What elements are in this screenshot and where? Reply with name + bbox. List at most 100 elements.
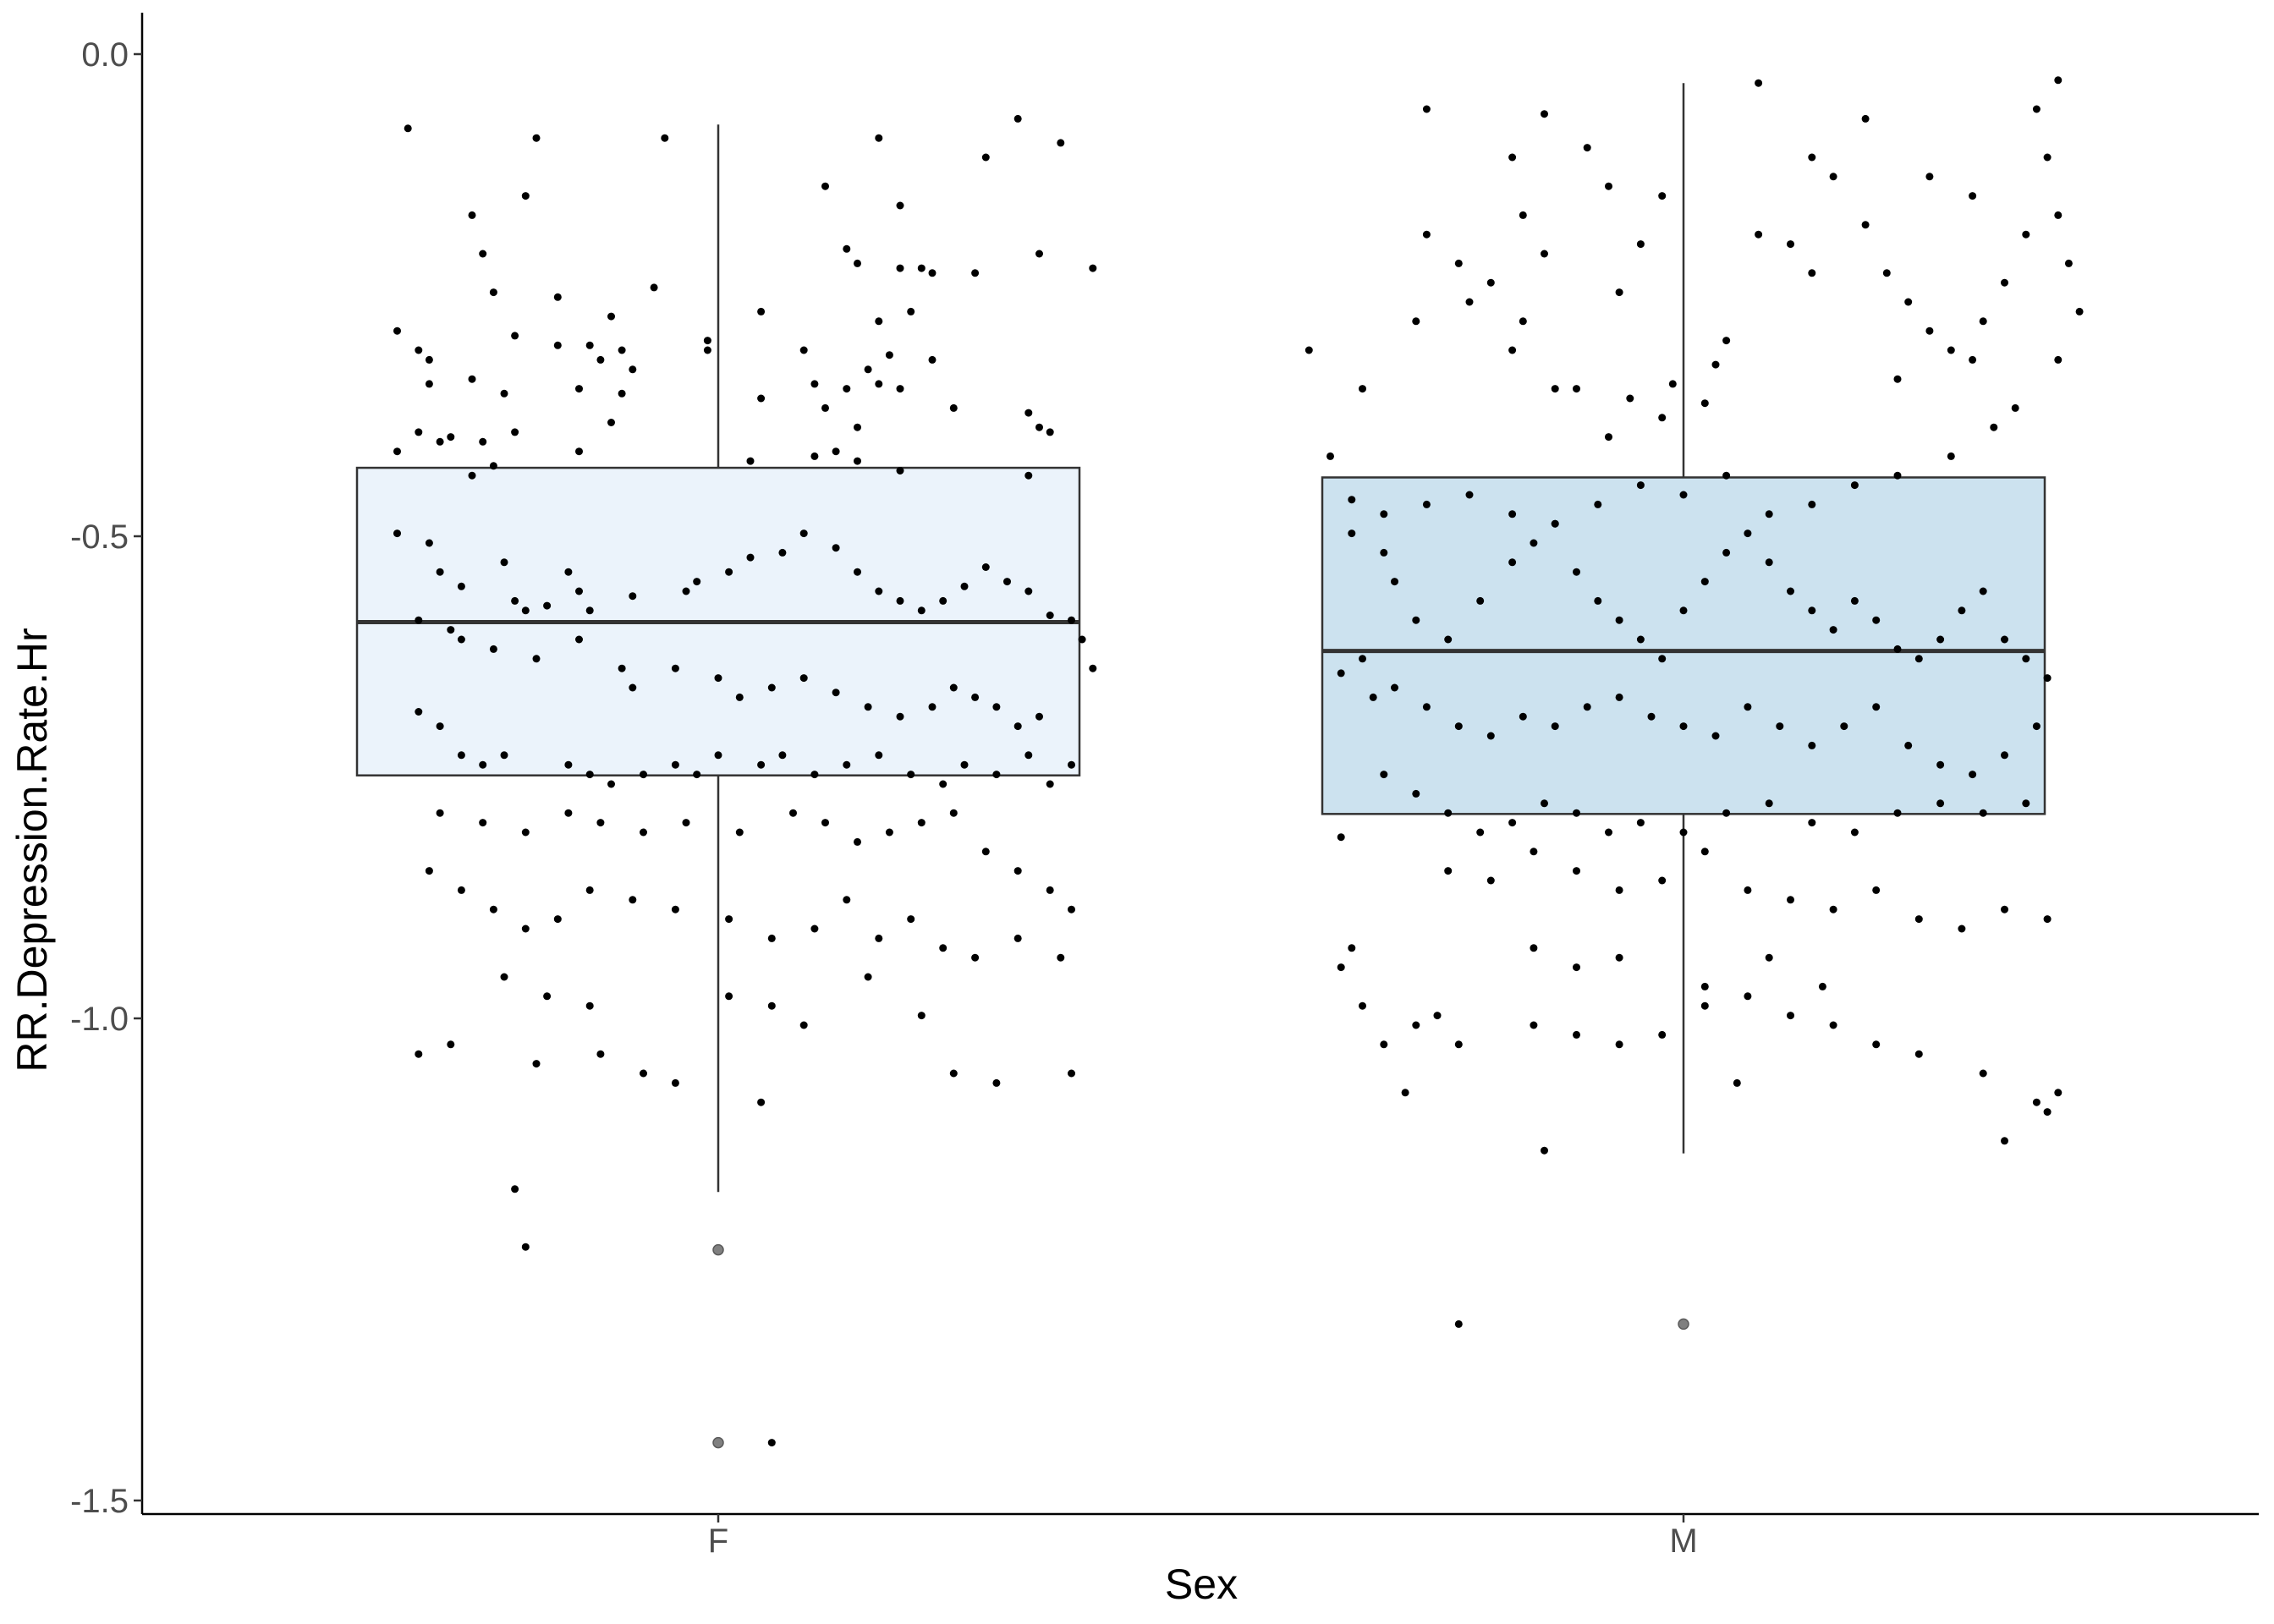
- data-point: [1035, 712, 1043, 721]
- data-point: [1636, 240, 1645, 249]
- data-point: [1936, 760, 1945, 769]
- data-point: [843, 896, 851, 904]
- data-point: [1636, 819, 1645, 827]
- x-axis-title: Sex: [1165, 1561, 1238, 1608]
- data-point: [1508, 153, 1517, 162]
- data-point: [1722, 471, 1731, 480]
- data-point: [1658, 876, 1667, 885]
- data-point: [1024, 471, 1033, 480]
- data-point: [2043, 1108, 2052, 1116]
- data-point: [1700, 848, 1709, 856]
- data-point: [1046, 428, 1054, 436]
- data-point: [767, 1439, 776, 1447]
- data-point: [1486, 278, 1495, 287]
- data-point: [447, 1040, 455, 1049]
- data-point: [1969, 771, 1977, 779]
- data-point: [1700, 982, 1709, 990]
- data-point: [2011, 403, 2019, 412]
- data-point: [1914, 1050, 1923, 1058]
- data-point: [1979, 809, 1987, 817]
- data-point: [1882, 269, 1891, 277]
- data-point: [1454, 1040, 1463, 1049]
- data-point: [1348, 944, 1356, 952]
- plot-area: [355, 76, 2084, 1449]
- data-point: [1057, 953, 1065, 962]
- data-point: [1337, 833, 1345, 842]
- y-tick-label: 0.0: [81, 36, 129, 74]
- data-point: [971, 693, 980, 701]
- data-point: [1615, 616, 1623, 624]
- data-point: [1412, 789, 1420, 798]
- data-point: [725, 568, 733, 576]
- data-point: [1573, 1030, 1580, 1039]
- data-point: [1850, 828, 1859, 837]
- data-point: [1615, 953, 1623, 962]
- data-point: [1380, 1040, 1388, 1049]
- data-point: [1476, 596, 1485, 605]
- data-point: [575, 447, 583, 456]
- data-point: [1744, 992, 1752, 1001]
- data-point: [1636, 481, 1645, 490]
- data-point: [1412, 317, 1420, 326]
- data-point: [767, 1001, 776, 1010]
- data-point: [1700, 399, 1709, 408]
- data-point: [671, 905, 679, 914]
- data-point: [479, 819, 487, 827]
- data-point: [875, 380, 883, 388]
- data-point: [1422, 105, 1431, 113]
- data-point: [2001, 1137, 2008, 1145]
- data-point: [2032, 722, 2041, 731]
- data-point: [864, 703, 872, 711]
- data-point: [436, 568, 444, 576]
- data-point: [821, 403, 829, 412]
- data-point: [896, 201, 904, 210]
- data-point: [1068, 760, 1075, 769]
- data-point: [767, 683, 776, 692]
- data-point: [757, 394, 766, 403]
- data-point: [629, 896, 637, 904]
- data-point: [1013, 867, 1022, 875]
- data-point: [1454, 1320, 1463, 1328]
- data-point: [1765, 510, 1773, 518]
- data-point: [875, 134, 883, 142]
- data-point: [821, 182, 829, 190]
- data-point: [618, 389, 626, 398]
- data-point: [521, 1243, 530, 1251]
- data-point: [1765, 953, 1773, 962]
- data-point: [425, 380, 433, 388]
- data-point: [671, 1078, 679, 1087]
- data-point: [521, 606, 530, 615]
- jitter-points-f: [393, 114, 1097, 1447]
- data-point: [928, 355, 937, 364]
- data-point: [640, 771, 647, 779]
- data-point: [2043, 153, 2052, 162]
- data-point: [864, 973, 872, 981]
- data-point: [607, 780, 615, 788]
- data-point: [1722, 809, 1731, 817]
- data-point: [799, 674, 808, 683]
- data-point: [629, 683, 637, 692]
- data-point: [799, 529, 808, 538]
- data-point: [1658, 1030, 1667, 1039]
- data-point: [447, 626, 455, 634]
- data-point: [415, 616, 423, 624]
- data-point: [500, 973, 508, 981]
- data-point: [682, 819, 690, 827]
- data-point: [854, 837, 861, 846]
- data-point: [981, 153, 990, 162]
- ticks: 0.0 -0.5 -1.0 -1.5 F M: [70, 36, 1698, 1560]
- data-point: [1744, 886, 1752, 894]
- data-point: [425, 867, 433, 875]
- data-point: [843, 385, 851, 393]
- data-point: [521, 924, 530, 933]
- data-point: [2043, 674, 2052, 683]
- data-point: [1958, 924, 1966, 933]
- data-point: [1583, 703, 1591, 711]
- data-point: [1765, 558, 1773, 567]
- data-point: [1068, 905, 1075, 914]
- data-point: [917, 606, 926, 615]
- box-f: [355, 124, 1081, 1449]
- data-point: [1808, 741, 1816, 749]
- data-point: [1679, 722, 1688, 731]
- data-point: [1348, 529, 1356, 538]
